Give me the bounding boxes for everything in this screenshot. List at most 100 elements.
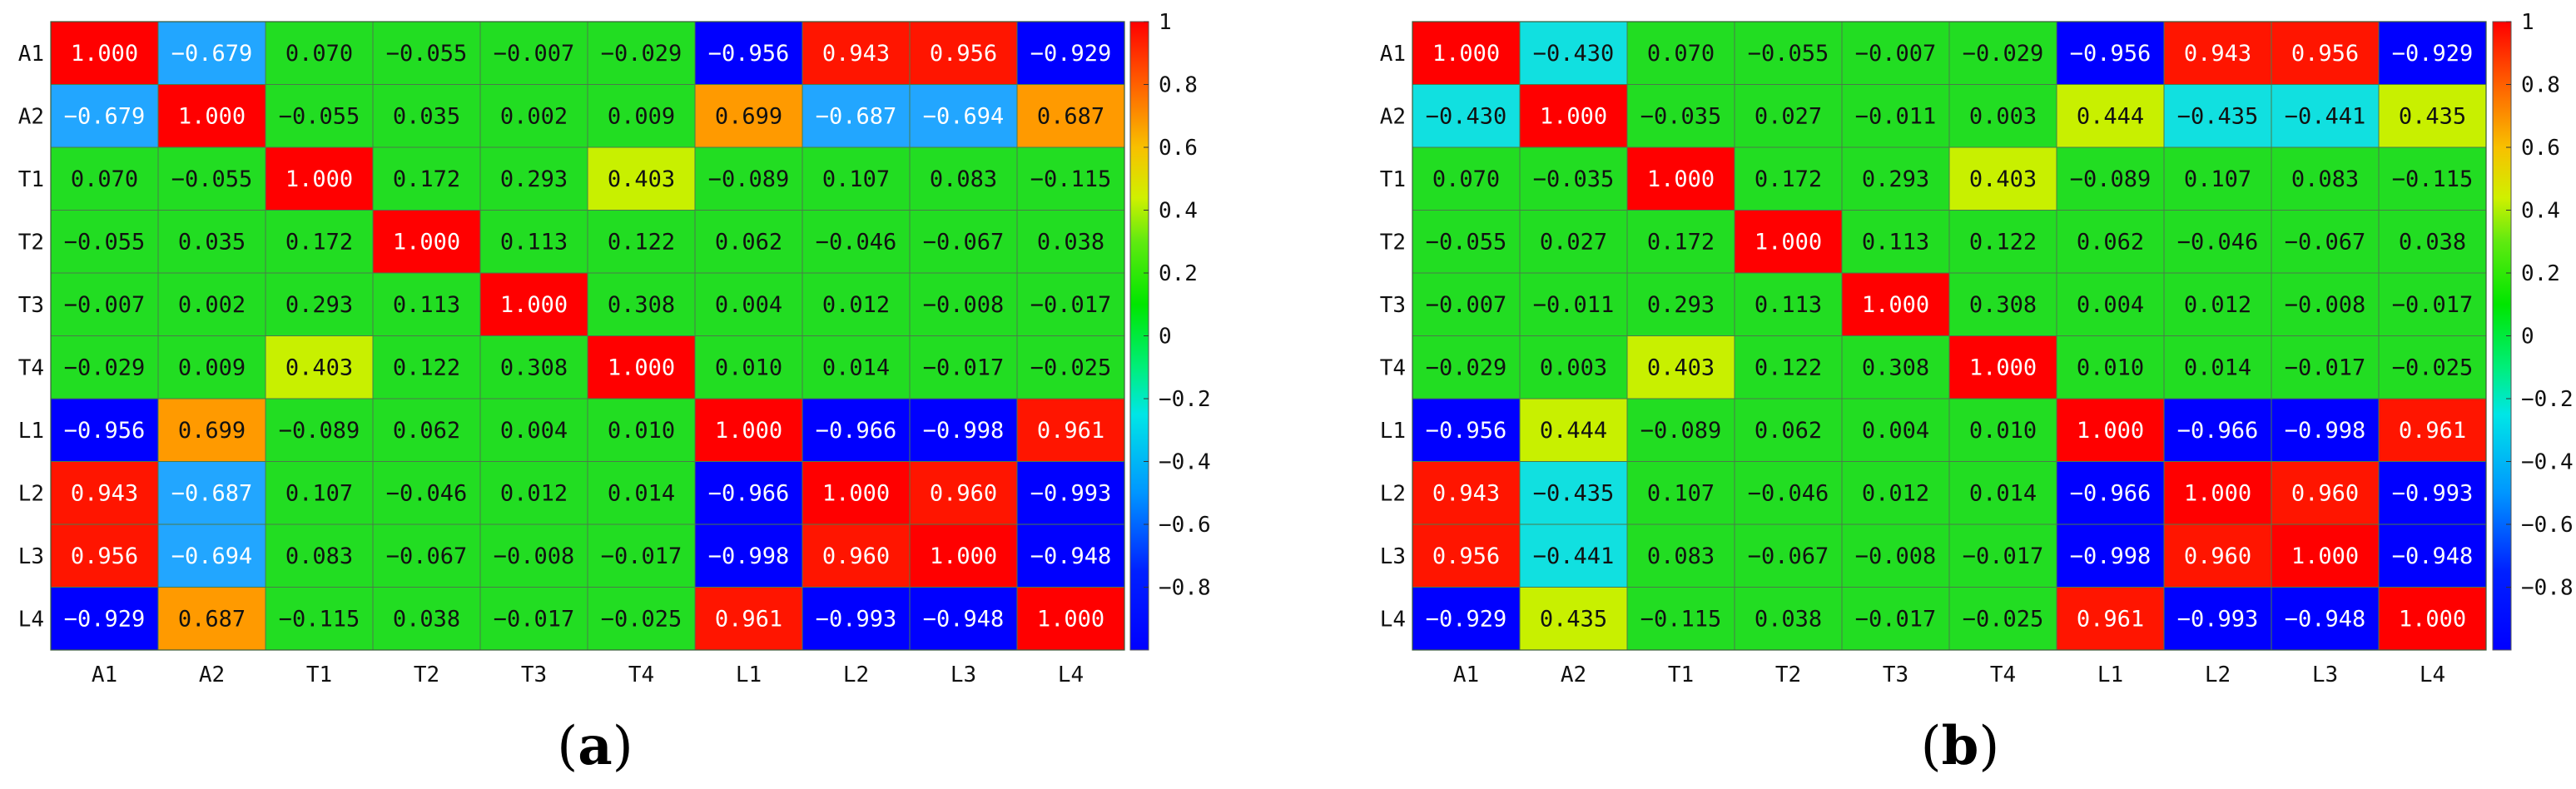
cell-value-label: 0.960: [822, 543, 890, 569]
heatmap-cell: [2271, 461, 2380, 525]
heatmap-cell: [1948, 146, 2057, 211]
cell-value-label: 0.113: [393, 292, 460, 318]
heatmap-cell: [1626, 272, 1735, 336]
heatmap-cell: [265, 272, 374, 336]
cell-value-label: 0.107: [1647, 480, 1715, 506]
colorbar-tick-label: 0.4: [1159, 199, 1198, 224]
heatmap-cell: [2271, 398, 2380, 462]
cell-value-label: 0.293: [1862, 166, 1929, 192]
heatmap-cell: [1016, 272, 1125, 336]
heatmap-cell: [265, 461, 374, 525]
column-label: T1: [1668, 662, 1694, 687]
cell-value-label: 0.010: [715, 355, 782, 380]
row-label: T2: [1380, 230, 1406, 255]
cell-value-label: 0.003: [1540, 355, 1607, 380]
heatmap-cell: [1841, 210, 1950, 274]
row-label: T4: [18, 355, 44, 380]
cell-value-label: 0.014: [822, 355, 890, 380]
heatmap-cell: [587, 461, 696, 525]
heatmap-cell: [2163, 335, 2272, 399]
cell-value-label: 0.308: [500, 355, 568, 380]
cell-value-label: 0.444: [2077, 103, 2144, 129]
cell-value-label: 0.004: [500, 418, 568, 444]
heatmap-cell: [1948, 461, 2057, 525]
row-label: L2: [18, 481, 44, 506]
heatmap-cell: [1016, 21, 1125, 85]
cell-value-label: −0.067: [2285, 229, 2366, 255]
cell-value-label: −0.035: [1640, 103, 1722, 129]
cell-value-label: 0.687: [1037, 103, 1104, 129]
heatmap-cell: [909, 524, 1018, 588]
colorbar-tick-label: −0.6: [1159, 513, 1211, 538]
heatmap-cell: [2056, 587, 2165, 651]
cell-value-label: 0.961: [2399, 418, 2466, 444]
heatmap-cell: [265, 146, 374, 211]
cell-value-label: 0.403: [608, 166, 675, 192]
heatmap-cell: [587, 587, 696, 651]
row-label: L1: [1380, 419, 1406, 444]
colorbar-tick-label: 0.8: [2521, 73, 2560, 98]
cell-value-label: −0.017: [923, 355, 1005, 380]
cell-value-label: −0.017: [494, 606, 575, 632]
heatmap-cell: [50, 587, 159, 651]
cell-value-label: −0.687: [816, 103, 897, 129]
cell-value-label: −0.679: [64, 103, 146, 129]
cell-value-label: −0.948: [2392, 543, 2474, 569]
heatmap-cell: [2378, 146, 2487, 211]
cell-value-label: 0.172: [1755, 166, 1822, 192]
cell-value-label: −0.929: [2392, 41, 2474, 67]
heatmap-cell: [694, 524, 803, 588]
cell-value-label: −0.435: [2177, 103, 2259, 129]
row-label: T2: [18, 230, 44, 255]
cell-value-label: 0.002: [500, 103, 568, 129]
cell-value-label: −0.055: [64, 229, 146, 255]
cell-value-label: −0.929: [1030, 41, 1112, 67]
heatmap-cell: [802, 210, 911, 274]
heatmap-cell: [587, 272, 696, 336]
heatmap-cell: [694, 210, 803, 274]
heatmap-cell: [1948, 398, 2057, 462]
cell-value-label: −0.067: [386, 543, 468, 569]
heatmap-cell: [2056, 524, 2165, 588]
cell-value-label: −0.055: [279, 103, 360, 129]
cell-value-label: −0.025: [1030, 355, 1112, 380]
cell-value-label: 0.172: [393, 166, 460, 192]
cell-value-label: 0.107: [822, 166, 890, 192]
cell-value-label: −0.017: [1963, 543, 2044, 569]
panel-caption: (a): [557, 715, 633, 777]
heatmap-cell: [157, 84, 266, 148]
colorbar-tick-label: 0.2: [1159, 261, 1198, 286]
cell-value-label: 0.113: [1862, 229, 1929, 255]
cell-value-label: 0.062: [1755, 418, 1822, 444]
cell-value-label: 0.435: [2399, 103, 2466, 129]
cell-value-label: −0.055: [1426, 229, 1507, 255]
heatmap-cell: [802, 587, 911, 651]
colorbar-tick-label: 0: [2521, 325, 2534, 350]
cell-value-label: −0.993: [1030, 480, 1112, 506]
heatmap-cell: [1412, 84, 1521, 148]
cell-value-label: 0.308: [608, 292, 675, 318]
cell-value-label: −0.998: [708, 543, 790, 569]
cell-value-label: 0.961: [715, 606, 782, 632]
colorbar-tick-label: 0.2: [2521, 261, 2560, 286]
heatmap-cell: [157, 461, 266, 525]
cell-value-label: 0.113: [500, 229, 568, 255]
heatmap-cell: [2163, 461, 2272, 525]
heatmap-cell: [372, 461, 481, 525]
cell-value-label: 0.010: [608, 418, 675, 444]
heatmap-panel-b: 1.000 −0.430 0.070 −0.055 −0.007 −0.029 −0.956…: [1380, 10, 2574, 777]
cell-value-label: −0.011: [1533, 292, 1615, 318]
cell-value-label: −0.055: [171, 166, 253, 192]
heatmap-cell: [802, 84, 911, 148]
heatmap-cell: [1948, 335, 2057, 399]
heatmap-cell: [694, 84, 803, 148]
heatmap-cell: [2271, 210, 2380, 274]
heatmap-cell: [1016, 84, 1125, 148]
heatmap-cell: [1734, 335, 1843, 399]
cell-value-label: −0.017: [2392, 292, 2474, 318]
cell-value-label: −0.115: [1640, 606, 1722, 632]
heatmap-cell: [1734, 84, 1843, 148]
cell-value-label: 0.960: [930, 480, 997, 506]
cell-value-label: 0.009: [178, 355, 246, 380]
